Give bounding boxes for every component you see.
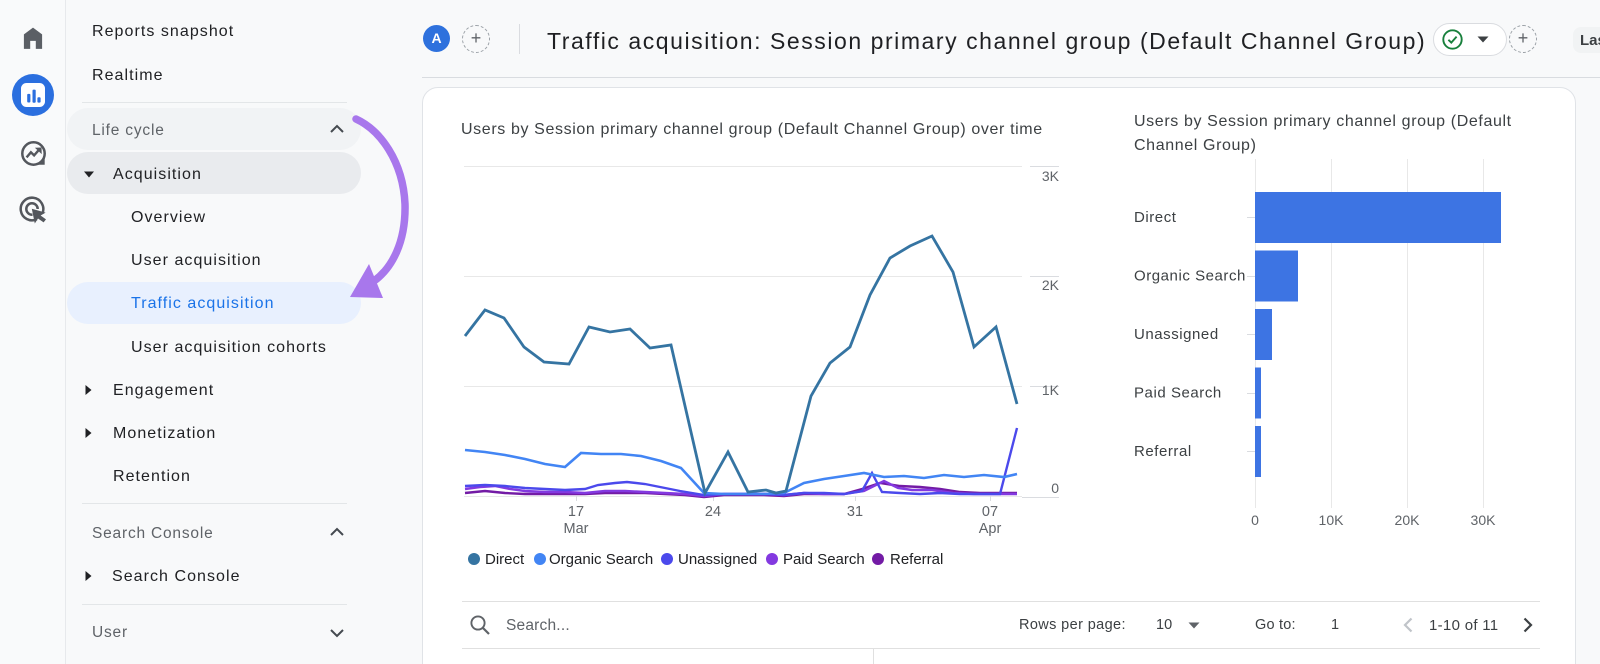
svg-text:Referral: Referral — [1134, 443, 1192, 460]
svg-text:Direct: Direct — [1134, 209, 1177, 226]
svg-text:Mar: Mar — [564, 521, 589, 537]
svg-text:24: 24 — [705, 504, 721, 520]
svg-text:0: 0 — [1051, 480, 1059, 496]
svg-text:Paid Search: Paid Search — [783, 551, 865, 568]
svg-text:20K: 20K — [1395, 512, 1421, 528]
svg-text:3K: 3K — [1042, 168, 1060, 184]
svg-text:Referral: Referral — [890, 551, 943, 568]
svg-text:30K: 30K — [1471, 512, 1497, 528]
svg-text:17: 17 — [568, 504, 584, 520]
svg-text:10K: 10K — [1319, 512, 1345, 528]
svg-text:Paid Search: Paid Search — [1134, 385, 1222, 402]
svg-text:07: 07 — [982, 504, 998, 520]
svg-text:Direct: Direct — [485, 551, 525, 568]
svg-text:Organic Search: Organic Search — [549, 551, 653, 568]
svg-text:Apr: Apr — [979, 521, 1002, 537]
svg-text:31: 31 — [847, 504, 863, 520]
svg-text:2K: 2K — [1042, 277, 1060, 293]
svg-text:Unassigned: Unassigned — [678, 551, 757, 568]
svg-text:Unassigned: Unassigned — [1134, 326, 1219, 343]
svg-text:1K: 1K — [1042, 382, 1060, 398]
svg-text:Organic Search: Organic Search — [1134, 268, 1246, 285]
svg-text:0: 0 — [1251, 512, 1259, 528]
